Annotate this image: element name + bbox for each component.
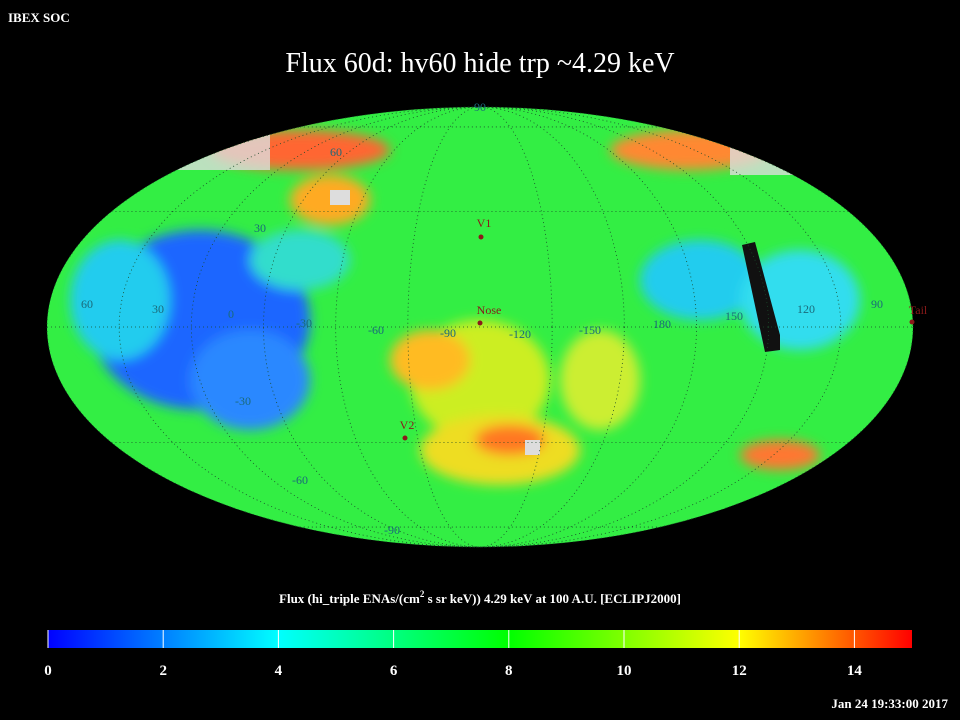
colorbar — [48, 630, 912, 648]
grid-label: -150 — [579, 323, 601, 337]
marker-label: Nose — [477, 303, 502, 317]
meridian — [118, 106, 842, 548]
grid-label: -30 — [235, 394, 251, 408]
grid-label: 0 — [228, 307, 234, 321]
colorbar-tick-label: 12 — [732, 663, 747, 679]
colorbar-tick-label: 4 — [275, 663, 283, 679]
colorbar-tick-label: 14 — [847, 663, 863, 679]
grid-label: 180 — [653, 317, 671, 331]
grid-label: 60 — [330, 145, 342, 159]
marker-dot — [402, 435, 408, 441]
grid-label: 30 — [152, 302, 164, 316]
colorbar-label: Flux (hi_triple ENAs/(cm2 s sr keV)) 4.2… — [279, 589, 681, 606]
marker-label: V1 — [477, 216, 492, 230]
corner-label: IBEX SOC — [8, 10, 70, 25]
meridian — [335, 106, 625, 548]
grid-label: 30 — [254, 221, 266, 235]
label-part: s sr keV)) 4.29 keV at 100 A.U. [ECLIPJ2… — [424, 591, 681, 606]
colorbar-tick-label: 6 — [390, 663, 398, 679]
colorbar-tick-label: 2 — [159, 663, 167, 679]
colorbar-tick-label: 0 — [44, 663, 52, 679]
marker-label: Tail — [909, 303, 928, 317]
marker-dot — [909, 319, 915, 325]
sky-map — [46, 106, 914, 548]
grid-label: -60 — [368, 323, 384, 337]
marker-dot — [477, 320, 483, 326]
meridian — [190, 106, 770, 548]
grid-label: -30 — [296, 316, 312, 330]
grid-label: 120 — [797, 302, 815, 316]
timestamp: Jan 24 19:33:00 2017 — [831, 696, 948, 711]
grid-label: 150 — [725, 309, 743, 323]
title: Flux 60d: hv60 hide trp ~4.29 keV — [285, 48, 674, 79]
colorbar-tick-label: 8 — [505, 663, 513, 679]
grid-label: 60 — [81, 297, 93, 311]
label-part: Flux (hi_triple ENAs/(cm — [279, 591, 420, 606]
marker-dot — [478, 234, 484, 240]
grid-label: -60 — [292, 473, 308, 487]
grid-label: -90 — [384, 523, 400, 537]
grid-label: 90 — [871, 297, 883, 311]
colorbar-tick-label: 10 — [617, 663, 632, 679]
grid-label: -120 — [509, 327, 531, 341]
grid-label: -90 — [440, 326, 456, 340]
label-superscript: 2 — [420, 589, 425, 599]
grid-label: 90 — [474, 100, 486, 114]
marker-label: V2 — [400, 418, 415, 432]
